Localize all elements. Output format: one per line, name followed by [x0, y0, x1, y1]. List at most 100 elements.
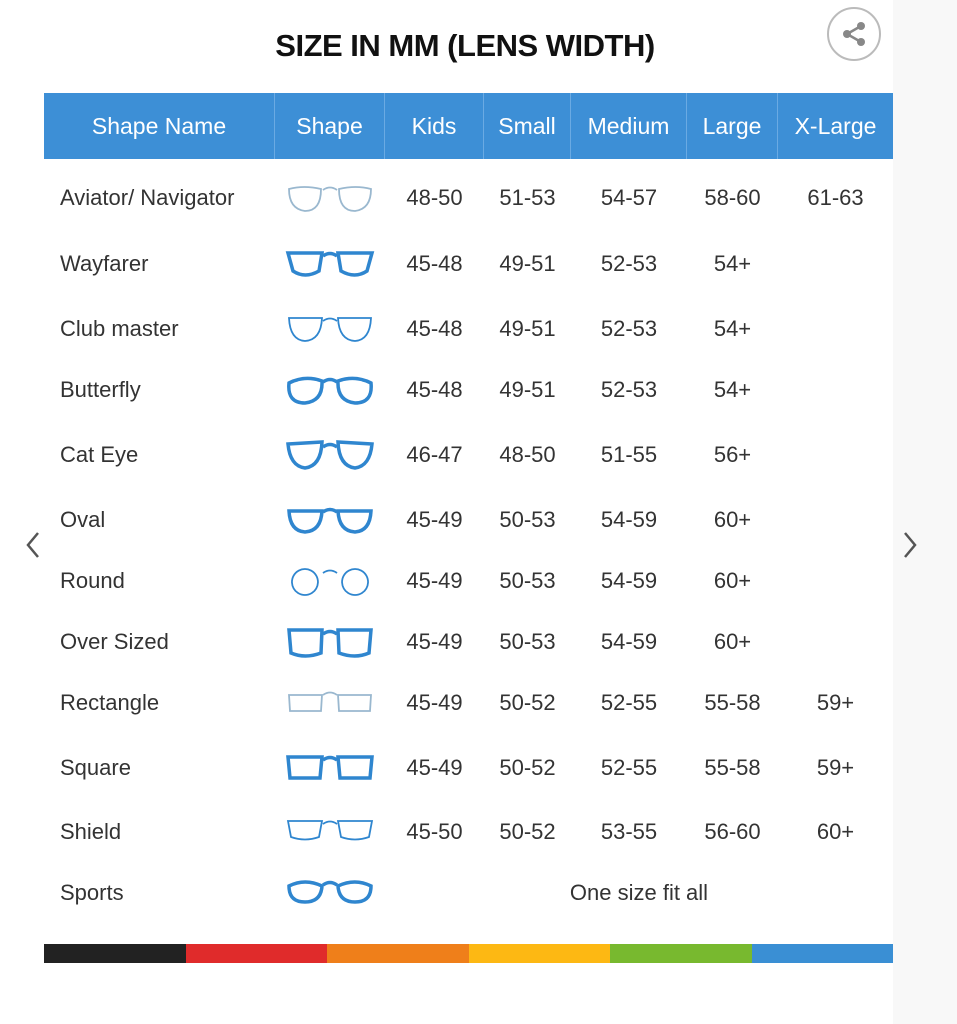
size-cell: 46-47	[406, 442, 463, 467]
size-cell: 59+	[816, 755, 855, 780]
size-cell: 48-50	[406, 185, 463, 210]
shape-name: Over Sized	[60, 629, 169, 654]
round-glasses-icon	[275, 561, 385, 601]
table-row: Oval 45-49 50-53 54-59 60+	[44, 495, 893, 545]
table-row: Rectangle 45-49 50-52 52-55 55-58 59+	[44, 678, 893, 728]
cateye-glasses-icon	[275, 435, 385, 475]
table-row: Square 45-49 50-52 52-55 55-58 59+	[44, 743, 893, 793]
column-header: Kids	[385, 93, 484, 159]
shape-name: Round	[60, 568, 125, 593]
size-cell: 54+	[713, 377, 752, 402]
color-bar-segment	[751, 944, 893, 963]
size-cell: 61-63	[807, 185, 864, 210]
size-cell: 49-51	[499, 316, 556, 341]
size-cell: 50-53	[499, 507, 556, 532]
size-cell: 52-55	[600, 690, 658, 715]
wayfarer-glasses-icon	[275, 244, 385, 284]
size-cell: 50-52	[499, 690, 556, 715]
side-panel	[893, 0, 957, 1024]
size-span: One size fit all	[569, 880, 709, 905]
size-cell: 45-48	[406, 316, 463, 341]
butterfly-glasses-icon	[275, 370, 385, 410]
shape-name: Oval	[60, 507, 106, 532]
size-cell: 60+	[713, 507, 752, 532]
size-cell: 54-59	[600, 507, 658, 532]
size-cell: 45-48	[406, 377, 463, 402]
size-cell: 52-55	[600, 755, 658, 780]
column-header: Shape	[275, 93, 385, 159]
table-row: Butterfly 45-48 49-51 52-53 54+	[44, 365, 893, 415]
shape-name: Square	[60, 755, 131, 780]
table-row: Aviator/ Navigator 48-50 51-53 54-57 58-60 61…	[44, 173, 893, 223]
shape-name: Shield	[60, 819, 122, 844]
table-row: Sports One size fit all	[44, 868, 893, 918]
table-row: Round 45-49 50-53 54-59 60+	[44, 556, 893, 606]
size-cell: 45-49	[406, 568, 463, 593]
size-cell: 58-60	[704, 185, 761, 210]
size-cell: 49-51	[499, 251, 556, 276]
size-cell: 45-49	[406, 507, 463, 532]
shape-name: Cat Eye	[60, 442, 139, 467]
size-cell: 55-58	[704, 755, 761, 780]
size-cell: 45-49	[406, 629, 463, 654]
size-cell: 52-53	[600, 251, 658, 276]
size-cell: 54+	[713, 316, 752, 341]
color-bar-segment	[327, 944, 469, 963]
square-glasses-icon	[275, 748, 385, 788]
table-row: Shield 45-50 50-52 53-55 56-60 60+	[44, 807, 893, 857]
size-cell: 45-50	[406, 819, 463, 844]
column-header: Medium	[571, 93, 687, 159]
sports-glasses-icon	[275, 873, 385, 913]
table-row: Over Sized 45-49 50-53 54-59 60+	[44, 617, 893, 667]
size-cell: 60+	[713, 568, 752, 593]
oversized-glasses-icon	[275, 622, 385, 662]
table-header: Shape Name Shape Kids Small Medium Large X-Lar…	[44, 93, 893, 159]
shape-name: Aviator/ Navigator	[60, 185, 235, 210]
size-cell: 54-59	[600, 629, 658, 654]
size-cell: 54-59	[600, 568, 658, 593]
size-cell: 52-53	[600, 377, 658, 402]
aviator-glasses-icon	[275, 178, 385, 218]
column-header: Shape Name	[44, 93, 275, 159]
size-cell: 51-55	[600, 442, 658, 467]
rectangle-glasses-icon	[275, 683, 385, 723]
shape-name: Butterfly	[60, 377, 141, 402]
size-cell: 45-49	[406, 755, 463, 780]
shape-name: Rectangle	[60, 690, 160, 715]
size-cell: 45-48	[406, 251, 463, 276]
size-cell: 51-53	[499, 185, 556, 210]
size-cell: 50-52	[499, 755, 556, 780]
chevron-right-icon[interactable]	[895, 525, 925, 565]
size-cell: 50-52	[499, 819, 556, 844]
oval-glasses-icon	[275, 500, 385, 540]
share-icon	[843, 22, 865, 46]
chevron-left-icon[interactable]	[18, 525, 48, 565]
size-cell: 60+	[713, 629, 752, 654]
size-cell: 54+	[713, 251, 752, 276]
size-cell: 56+	[713, 442, 752, 467]
column-header: X-Large	[794, 112, 877, 139]
color-bar-segment	[468, 944, 610, 963]
size-cell: 54-57	[600, 185, 658, 210]
share-button[interactable]	[827, 7, 881, 61]
size-cell: 55-58	[704, 690, 761, 715]
shape-name: Club master	[60, 316, 179, 341]
column-header: Small	[484, 93, 571, 159]
size-cell: 50-53	[499, 568, 556, 593]
shape-name: Wayfarer	[60, 251, 149, 276]
column-header: Large	[687, 93, 778, 159]
color-bar-segment	[44, 944, 186, 963]
size-cell: 49-51	[499, 377, 556, 402]
table-row: Wayfarer 45-48 49-51 52-53 54+	[44, 239, 893, 289]
size-cell: 45-49	[406, 690, 463, 715]
size-cell: 48-50	[499, 442, 556, 467]
clubmaster-glasses-icon	[275, 309, 385, 349]
size-cell: 60+	[816, 819, 855, 844]
size-cell: 50-53	[499, 629, 556, 654]
size-cell: 59+	[816, 690, 855, 715]
table-row: Club master 45-48 49-51 52-53 54+	[44, 304, 893, 354]
table-row: Cat Eye 46-47 48-50 51-55 56+	[44, 430, 893, 480]
color-bar-segment	[185, 944, 327, 963]
size-cell: 52-53	[600, 316, 658, 341]
size-cell: 56-60	[704, 819, 761, 844]
